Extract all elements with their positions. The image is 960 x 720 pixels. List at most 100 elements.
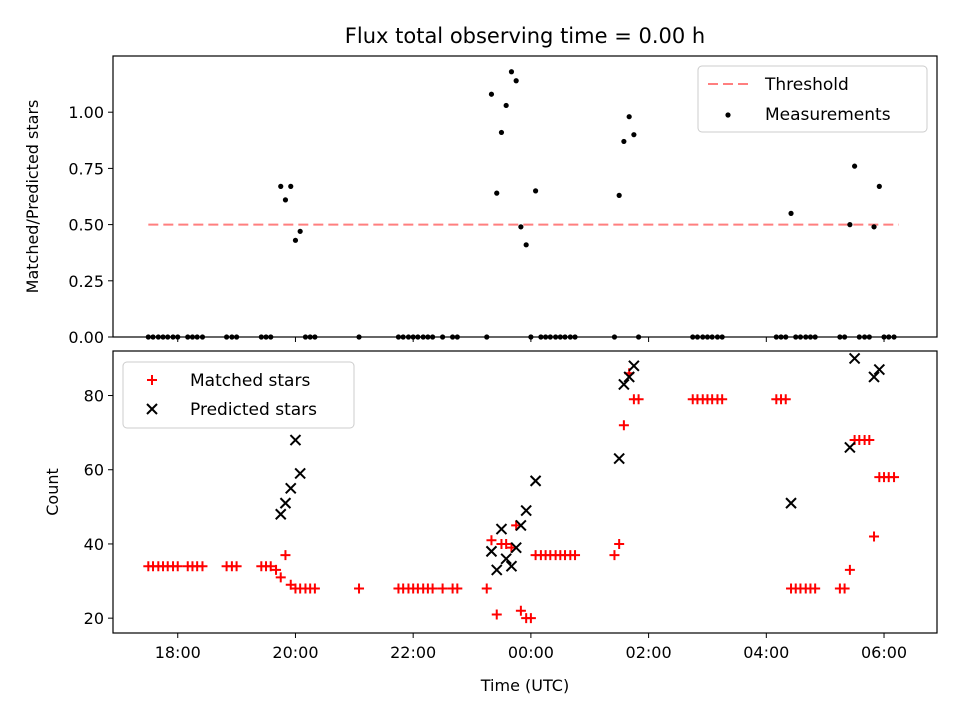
predicted-star-marker	[491, 564, 503, 576]
matched-star-marker	[486, 535, 497, 546]
measurement-point	[278, 183, 284, 189]
count-xtick-label: 18:00	[155, 643, 201, 662]
matched-star-marker	[452, 583, 463, 594]
measurement-point	[621, 138, 627, 145]
matched-stars-points	[143, 368, 900, 624]
count-panel-xlabel: Time (UTC)	[480, 676, 569, 695]
measurement-point	[503, 102, 509, 109]
measurement-point	[297, 228, 303, 234]
matched-star-marker	[481, 583, 492, 594]
predicted-star-marker	[505, 560, 518, 572]
matched-star-marker	[633, 394, 644, 405]
predicted-star-marker	[623, 371, 635, 383]
measurement-point	[494, 190, 500, 196]
predicted-star-marker	[848, 352, 861, 365]
measurement-point	[508, 69, 515, 75]
matched-star-marker	[570, 550, 581, 561]
matched-star-marker	[427, 583, 438, 594]
legend-matched-swatch	[147, 375, 157, 385]
matched-star-marker	[844, 564, 855, 575]
matched-star-marker	[618, 420, 629, 431]
matched-star-marker	[501, 538, 512, 549]
predicted-star-marker	[628, 360, 640, 372]
count-xtick-label: 00:00	[508, 643, 554, 662]
ratio-panel-ticks: 0.00 0.25 0.50 0.75 1.00	[68, 103, 885, 347]
measurement-point	[871, 224, 877, 230]
figure-title: Flux total observing time = 0.00 h	[345, 24, 705, 48]
matched-star-marker	[717, 394, 728, 405]
count-ytick-label: 40	[84, 535, 104, 554]
predicted-star-marker	[275, 508, 287, 520]
ratio-ytick-label: 0.00	[68, 328, 104, 347]
count-ytick-label: 80	[84, 387, 104, 406]
matched-star-marker	[437, 583, 448, 594]
measurement-point	[288, 183, 294, 189]
count-panel-ylabel: Count	[43, 468, 62, 516]
matched-star-marker	[515, 605, 526, 616]
legend-measurement-swatch	[725, 112, 731, 118]
predicted-star-marker	[515, 519, 527, 532]
matched-star-marker	[869, 531, 880, 542]
predicted-star-marker	[285, 482, 297, 494]
count-ytick-label: 20	[84, 609, 104, 628]
predicted-star-marker	[289, 434, 302, 446]
matched-star-marker	[780, 394, 791, 405]
ratio-panel: 0.00 0.25 0.50 0.75 1.00 Matched/Predicted s…	[23, 55, 938, 347]
predicted-star-marker	[294, 467, 306, 480]
measurement-point	[631, 132, 637, 138]
matched-star-marker	[280, 550, 291, 561]
legend-threshold-label: Threshold	[764, 75, 849, 95]
predicted-star-marker	[279, 497, 292, 509]
measurement-point	[498, 129, 505, 136]
count-xtick-label: 22:00	[390, 643, 436, 662]
matched-star-marker	[354, 583, 365, 594]
matched-star-marker	[864, 435, 875, 446]
predicted-star-marker	[510, 541, 522, 554]
measurement-point	[847, 222, 853, 228]
measurement-point	[523, 242, 529, 248]
matched-star-marker	[609, 550, 620, 561]
legend-box	[697, 65, 928, 133]
matched-star-marker	[231, 561, 242, 572]
count-panel-ticks: 20 40 60 80 18:00 20:00 22:00 00:00 02:00 04:00 06…	[84, 387, 907, 662]
measurement-point	[876, 183, 882, 189]
count-panel-legend: Matched stars Predicted stars	[122, 361, 355, 429]
legend-measurement-label: Measurements	[765, 105, 891, 125]
predicted-star-marker	[613, 452, 625, 465]
count-xtick-label: 06:00	[861, 643, 907, 662]
predicted-star-marker	[873, 363, 886, 376]
matched-star-marker	[271, 564, 282, 575]
ratio-panel-ylabel: Matched/Predicted stars	[23, 100, 42, 294]
matched-star-marker	[197, 561, 208, 572]
ratio-panel-frame	[112, 55, 938, 338]
matched-star-marker	[889, 472, 900, 483]
count-ytick-label: 60	[84, 461, 104, 480]
predicted-star-marker	[529, 475, 542, 487]
measurement-point	[788, 210, 794, 216]
ratio-ytick-label: 0.75	[68, 159, 104, 178]
predicted-star-marker	[495, 523, 508, 535]
measurement-point	[626, 114, 632, 120]
count-panel: 20 40 60 80 18:00 20:00 22:00 00:00 02:00 04:00 06…	[43, 350, 938, 695]
count-xtick-label: 04:00	[743, 643, 789, 662]
matched-star-marker	[525, 613, 536, 624]
count-xtick-label: 02:00	[626, 643, 672, 662]
predicted-star-marker	[500, 553, 512, 565]
ratio-ytick-label: 1.00	[68, 103, 104, 122]
matched-star-marker	[839, 583, 850, 594]
measurement-point	[532, 188, 539, 194]
ratio-ytick-label: 0.50	[68, 216, 104, 235]
predicted-star-marker	[520, 504, 532, 517]
legend-box	[122, 361, 355, 429]
measurement-point	[616, 192, 622, 198]
measurement-point	[513, 78, 519, 84]
legend-matched-label: Matched stars	[190, 371, 310, 391]
matched-star-marker	[265, 561, 276, 572]
legend-predicted-label: Predicted stars	[190, 400, 317, 420]
measurement-point	[488, 91, 495, 97]
measurement-point	[282, 197, 289, 203]
measurement-point	[292, 237, 299, 243]
predicted-star-marker	[618, 378, 630, 391]
legend-predicted-swatch	[146, 403, 158, 415]
